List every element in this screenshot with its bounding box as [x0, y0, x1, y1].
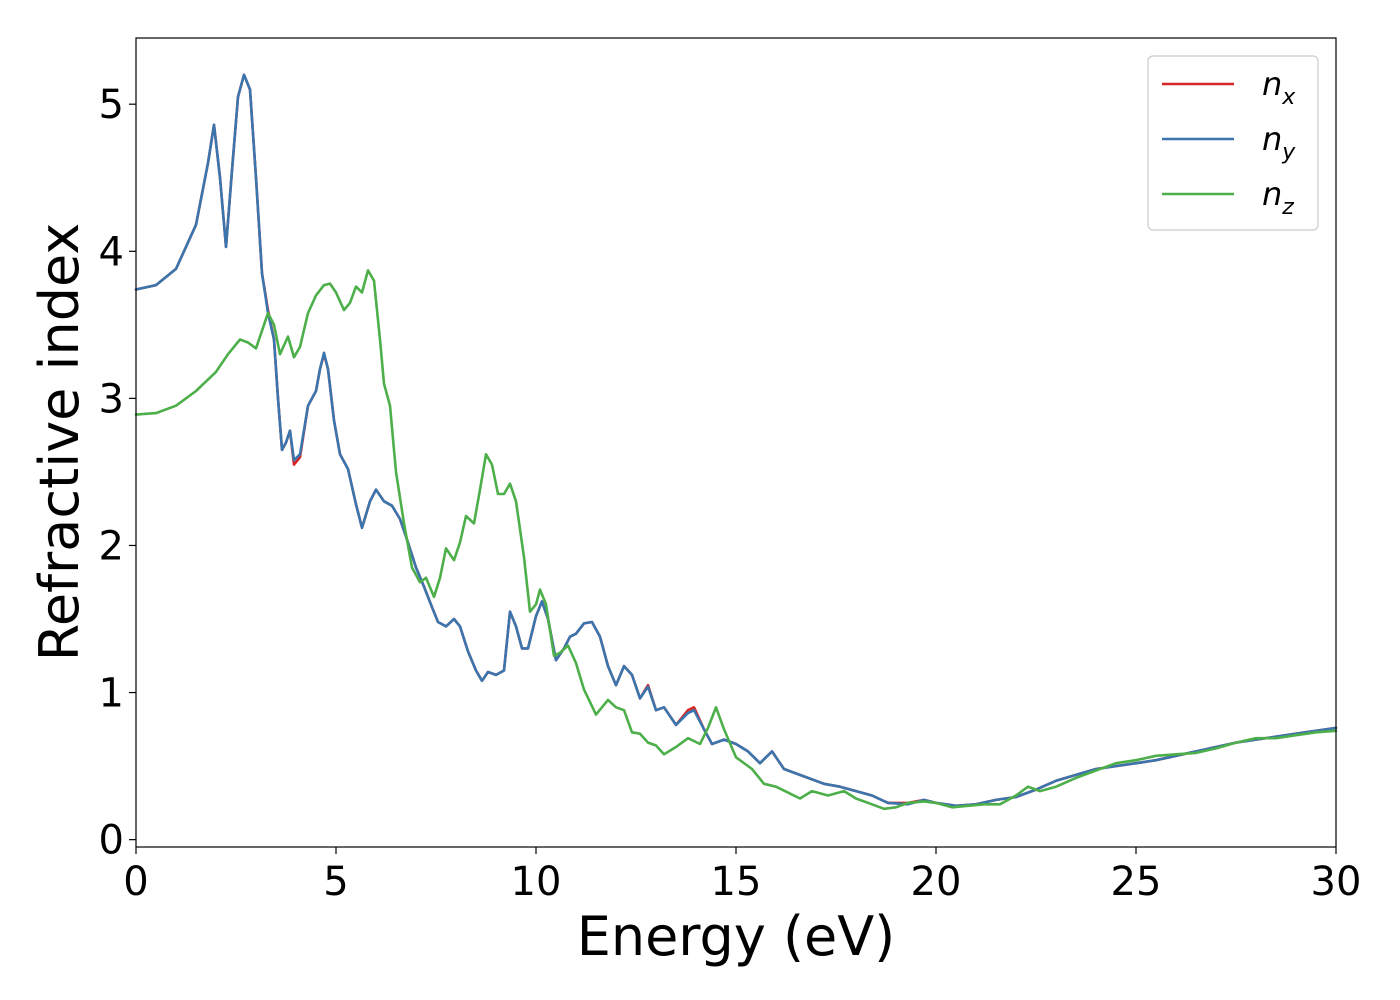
- series-layer: [134, 73, 1338, 811]
- ticks-layer: 0 5 10 15 20 25 30 0 1 2 3 4 5: [99, 82, 1362, 905]
- x-tick-label: 0: [123, 859, 148, 905]
- y-tick-label: 5: [99, 82, 124, 128]
- y-tick-label: 4: [99, 229, 124, 275]
- x-tick-label: 20: [911, 859, 962, 905]
- x-tick-label: 15: [711, 859, 762, 905]
- y-tick-label: 2: [99, 523, 124, 569]
- x-tick-label: 30: [1311, 859, 1362, 905]
- legend-label-subscript: y: [1281, 140, 1296, 165]
- x-tick-label: 5: [323, 859, 348, 905]
- x-tick-label: 25: [1111, 859, 1162, 905]
- y-tick-label: 1: [99, 671, 124, 717]
- legend-box: [1147, 55, 1319, 231]
- legend-label-subscript: z: [1281, 195, 1294, 220]
- legend-label-nx: nx: [1262, 65, 1296, 110]
- legend-label-ny: ny: [1262, 120, 1296, 165]
- x-axis-title: Energy (eV): [577, 905, 896, 968]
- legend-label-subscript: x: [1281, 85, 1296, 110]
- y-axis-title: Refractive index: [28, 223, 91, 662]
- legend-label-nz: nz: [1262, 175, 1294, 220]
- legend-label-base: n: [1262, 175, 1282, 213]
- x-tick-label: 10: [511, 859, 562, 905]
- series-line-nz: [134, 269, 1338, 811]
- legend-label-base: n: [1262, 120, 1282, 158]
- y-tick-label: 3: [99, 376, 124, 422]
- legend-label-base: n: [1262, 65, 1282, 103]
- y-tick-label: 0: [99, 818, 124, 864]
